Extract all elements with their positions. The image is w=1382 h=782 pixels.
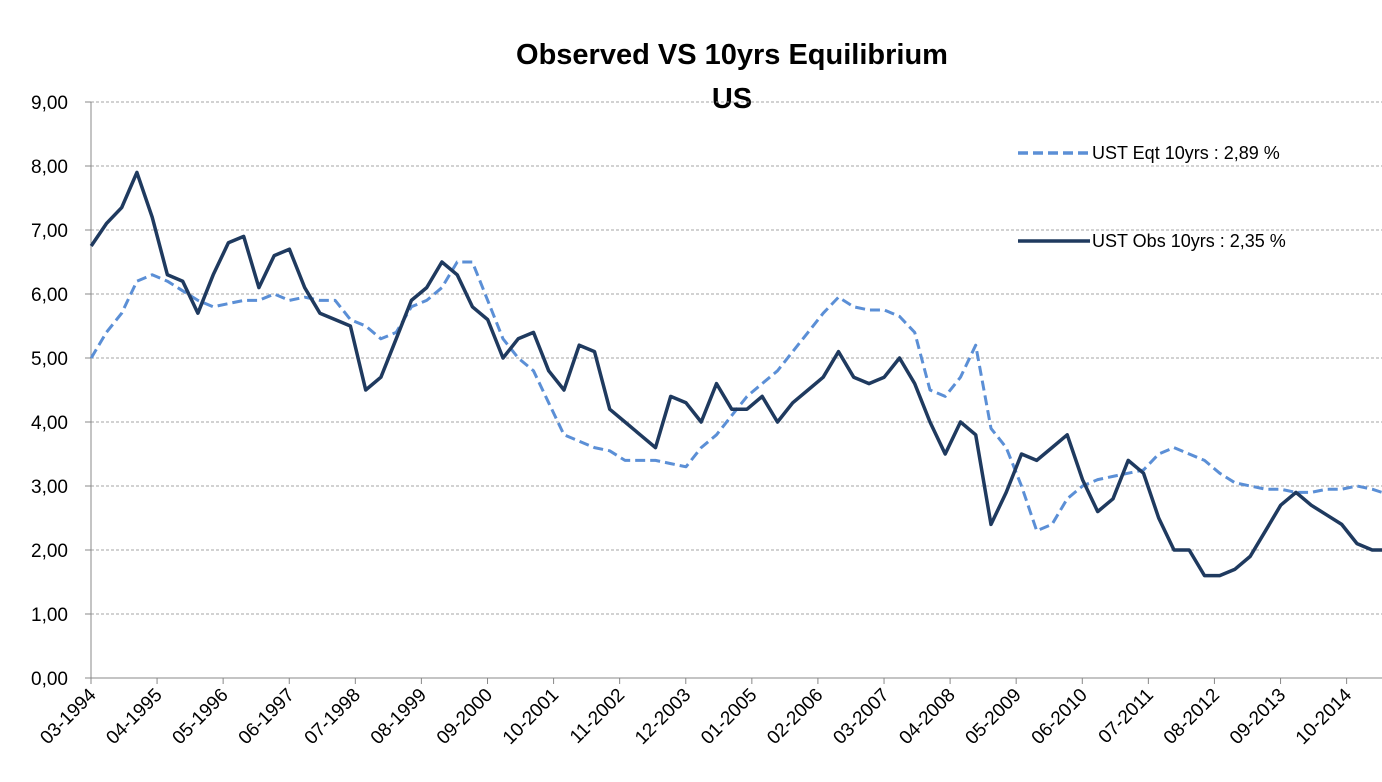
chart-subtitle: US	[712, 83, 752, 115]
x-tick-label: 05-1996	[169, 685, 233, 749]
x-tick-label: 03-1994	[36, 684, 100, 748]
x-tick-label: 04-2008	[895, 685, 959, 749]
x-tick-label: 08-2012	[1160, 685, 1224, 749]
x-tick-label: 06-1997	[235, 685, 299, 749]
x-tick-label: 06-2010	[1028, 685, 1092, 749]
x-tick-label: 11-2002	[566, 685, 629, 748]
x-tick-label: 12-2003	[631, 685, 695, 749]
x-tick-label: 03-2007	[829, 685, 893, 749]
legend-label: UST Obs 10yrs : 2,35 %	[1092, 231, 1286, 251]
chart-title: Observed VS 10yrs Equilibrium	[516, 39, 948, 71]
x-tick-label: 04-1995	[102, 685, 166, 749]
y-tick-label: 1,00	[31, 605, 68, 626]
y-tick-label: 9,00	[31, 93, 68, 114]
x-tick-label: 07-2011	[1095, 685, 1158, 748]
y-tick-label: 2,00	[31, 541, 68, 562]
x-tick-label: 02-2006	[763, 685, 827, 749]
y-tick-label: 3,00	[31, 477, 68, 498]
x-tick-label: 09-2000	[433, 685, 497, 749]
x-tick-label: 10-2014	[1292, 684, 1356, 748]
y-tick-label: 0,00	[31, 669, 68, 690]
y-tick-label: 5,00	[31, 349, 68, 370]
y-tick-label: 4,00	[31, 413, 68, 434]
legend-label: UST Eqt 10yrs : 2,89 %	[1092, 143, 1280, 163]
y-tick-label: 6,00	[31, 285, 68, 306]
y-tick-label: 8,00	[31, 157, 68, 178]
y-tick-label: 7,00	[31, 221, 68, 242]
x-tick-label: 09-2013	[1226, 685, 1290, 749]
series-line	[89, 260, 1382, 533]
x-tick-label: 08-1999	[367, 685, 431, 749]
x-tick-label: 01-2005	[697, 685, 761, 749]
series-line	[89, 170, 1382, 578]
x-tick-label: 05-2009	[962, 685, 1026, 749]
x-tick-label: 07-1998	[301, 685, 365, 749]
x-tick-label: 10-2001	[499, 685, 563, 749]
